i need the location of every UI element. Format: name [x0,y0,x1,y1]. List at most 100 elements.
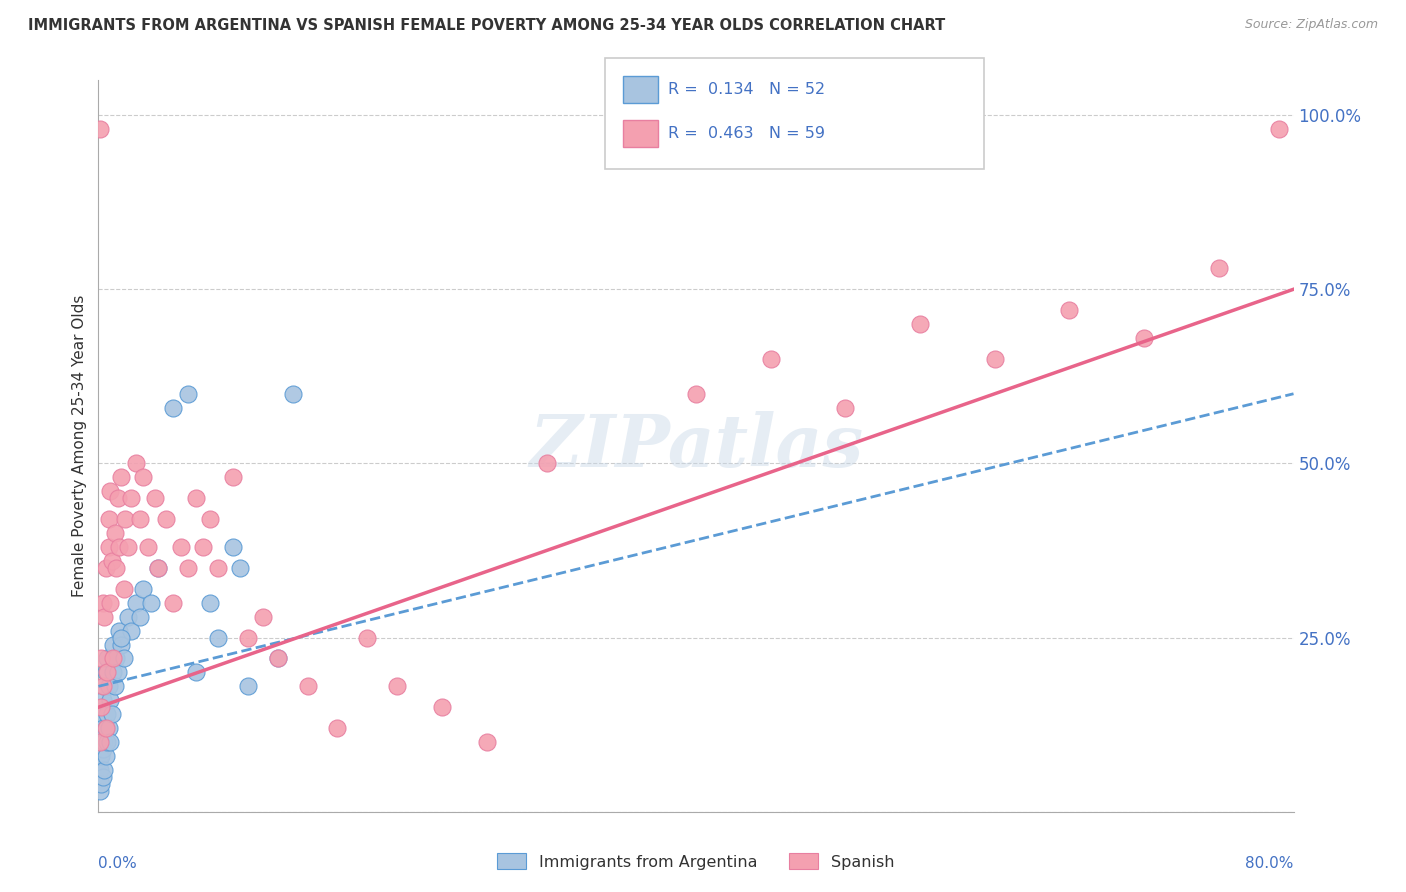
Point [114,512,136,526]
Point [132,582,155,596]
Point [89,763,111,777]
Point [91,693,114,707]
Point [117,609,139,624]
Point [1208,261,1230,276]
Point [97,721,120,735]
Point [169,540,191,554]
Point [97,512,120,526]
Point [103,665,125,680]
Point [97,540,120,554]
Point [430,700,453,714]
Point [108,540,131,554]
Legend: Immigrants from Argentina, Spanish: Immigrants from Argentina, Spanish [498,853,894,870]
Point [91,721,114,735]
Point [148,561,170,575]
Point [104,679,127,693]
Point [143,491,166,506]
Point [155,512,177,526]
Point [267,651,290,665]
Point [132,470,155,484]
Point [107,491,129,506]
Point [89,735,111,749]
Point [94,721,117,735]
Point [104,526,127,541]
Point [107,665,129,680]
Point [103,638,125,652]
Point [177,561,200,575]
Point [89,721,111,735]
Point [90,749,112,764]
Point [98,484,122,499]
Point [385,679,409,693]
Point [229,561,252,575]
Point [222,540,245,554]
Point [89,122,111,136]
Point [90,735,112,749]
Point [129,512,152,526]
Point [984,351,1007,366]
Point [94,561,117,575]
Point [191,540,214,554]
Point [1133,331,1156,345]
Point [125,596,148,610]
Point [93,735,115,749]
Point [267,651,290,665]
Point [96,665,118,680]
Point [105,651,128,665]
Point [536,457,558,471]
Point [110,631,132,645]
Point [96,707,118,722]
Point [89,749,111,764]
Point [685,386,707,401]
Point [236,679,259,693]
Point [207,631,229,645]
Point [1267,122,1289,136]
Text: R =  0.463   N = 59: R = 0.463 N = 59 [668,127,825,141]
Point [98,735,122,749]
Point [94,721,117,735]
Point [90,707,112,722]
Point [125,457,148,471]
Point [89,784,111,798]
Point [177,386,200,401]
Point [129,609,152,624]
Point [297,679,319,693]
Point [94,749,117,764]
Point [200,512,222,526]
Point [108,624,131,638]
Point [148,561,170,575]
Point [184,665,207,680]
Y-axis label: Female Poverty Among 25-34 Year Olds: Female Poverty Among 25-34 Year Olds [72,295,87,597]
Text: ZIPatlas: ZIPatlas [529,410,863,482]
Point [1059,303,1081,318]
Point [136,540,159,554]
Point [326,721,349,735]
Point [96,651,118,665]
Point [112,651,135,665]
Point [120,624,142,638]
Point [759,351,782,366]
Point [475,735,498,749]
Point [98,596,122,610]
Point [207,561,229,575]
Point [834,401,856,415]
Point [281,386,304,401]
Point [94,665,117,680]
Point [91,742,114,756]
Point [90,700,112,714]
Point [112,582,135,596]
Point [103,651,125,665]
Point [90,777,112,791]
Point [236,631,259,645]
Point [110,638,132,652]
Text: IMMIGRANTS FROM ARGENTINA VS SPANISH FEMALE POVERTY AMONG 25-34 YEAR OLDS CORREL: IMMIGRANTS FROM ARGENTINA VS SPANISH FEM… [28,18,945,33]
Point [93,609,115,624]
Text: 80.0%: 80.0% [1246,855,1294,871]
Point [90,651,112,665]
Point [98,693,122,707]
Point [356,631,378,645]
Point [93,763,115,777]
Point [222,470,245,484]
Text: R =  0.134   N = 52: R = 0.134 N = 52 [668,82,825,96]
Point [252,609,274,624]
